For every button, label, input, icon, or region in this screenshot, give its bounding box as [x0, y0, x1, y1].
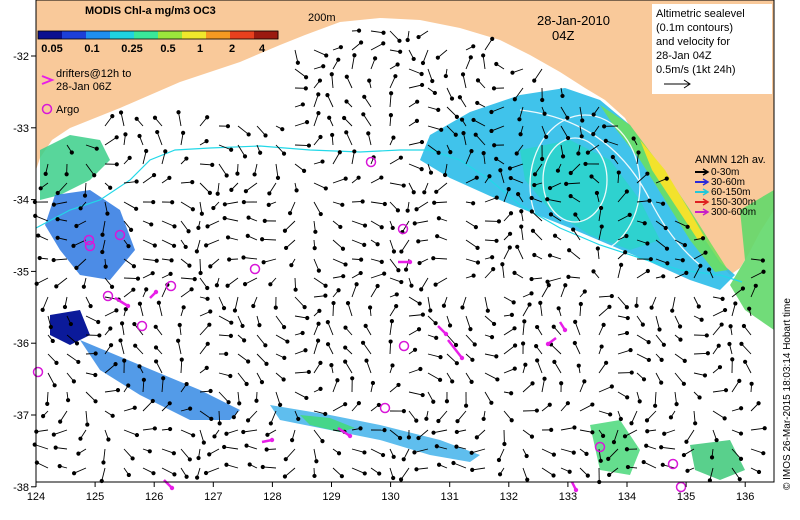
altimetry-line-3: and velocity for: [656, 36, 730, 48]
argo-float-marker: [165, 280, 177, 292]
colorbar-title: MODIS Chl-a mg/m3 OC3: [85, 5, 216, 17]
argo-float-marker: [365, 156, 377, 168]
y-tick-label: -38: [13, 482, 29, 494]
colorbar-tick-label: 0.25: [121, 43, 142, 55]
altimetry-line-5: 0.5m/s (1kt 24h): [656, 64, 735, 76]
y-tick-label: -32: [13, 51, 29, 63]
scale-arrow: [664, 79, 691, 89]
x-tick-label: 132: [500, 491, 518, 503]
anmn-item-label: 150-300m: [711, 197, 756, 208]
drifter-legend: drifters@12h to 28-Jan 06Z: [41, 68, 131, 93]
x-tick-label: 133: [559, 491, 577, 503]
x-tick-label: 124: [27, 491, 45, 503]
argo-legend: Argo: [41, 103, 79, 116]
colorbar-tick-label: 0.1: [84, 43, 99, 55]
altimetry-line-2: (0.1m contours): [656, 22, 733, 34]
x-tick-label: 128: [263, 491, 281, 503]
x-axis: 124 125 126 127 128 129 130 131 132 133 134 135 136: [27, 482, 754, 503]
anmn-item-label: 0-30m: [711, 167, 739, 178]
argo-float-marker: [114, 229, 126, 241]
drifter-legend-label-2: 28-Jan 06Z: [56, 81, 112, 93]
altimetry-line-4: 28-Jan 04Z: [656, 50, 712, 62]
anmn-item-label: 300-600m: [711, 207, 756, 218]
x-tick-label: 125: [86, 491, 104, 503]
map-date: 28-Jan-2010: [537, 13, 610, 28]
anmn-item-label: 30-60m: [711, 177, 745, 188]
y-tick-label: -35: [13, 266, 29, 278]
y-tick-label: -36: [13, 338, 29, 350]
x-tick-label: 135: [677, 491, 695, 503]
argo-float-marker: [102, 290, 114, 302]
y-tick-label: -33: [13, 123, 29, 135]
colorbar-ticks: 0.05 0.1 0.25 0.5 1 2 4: [41, 43, 266, 55]
argo-float-marker: [397, 223, 409, 235]
altimetry-note: Altimetric sealevel (0.1m contours) and …: [652, 4, 772, 94]
colorbar-swatch: [134, 31, 159, 39]
colorbar-tick-label: 2: [229, 43, 235, 55]
argo-float-marker: [136, 320, 148, 332]
anmn-legend: ANMN 12h av. 0-30m30-60m60-150m150-300m3…: [695, 154, 766, 218]
argo-float-marker: [667, 458, 679, 470]
colorbar-swatch: [182, 31, 207, 39]
argo-float-marker: [32, 366, 44, 378]
land-area: [36, 0, 774, 275]
colorbar-tick-label: 0.5: [160, 43, 175, 55]
sealevel-contours: [519, 109, 701, 266]
altimetry-line-1: Altimetric sealevel: [656, 8, 745, 20]
argo-float-marker: [83, 234, 95, 246]
anmn-title: ANMN 12h av.: [695, 154, 766, 166]
colorbar-tick-label: 1: [197, 43, 203, 55]
argo-float-marker: [379, 402, 391, 414]
y-axis: -32 -33 -34 -35 -36 -37 -38: [13, 51, 36, 494]
argo-float-marker: [249, 263, 261, 275]
argo-float-marker: [84, 240, 96, 252]
x-tick-label: 134: [618, 491, 636, 503]
drifter-track: [114, 296, 129, 308]
drifters: [114, 259, 579, 493]
drifter-track: [337, 426, 351, 438]
colorbar-swatch: [230, 31, 255, 39]
x-tick-label: 129: [322, 491, 340, 503]
x-tick-label: 130: [381, 491, 399, 503]
map-frame: [35, 0, 775, 483]
argo-floats: [32, 156, 687, 493]
y-tick-label: -34: [13, 195, 29, 207]
drifter-track: [447, 339, 463, 359]
credit-text: © IMOS 26-Mar-2015 18:03:14 Hobart time: [782, 298, 793, 490]
argo-float-marker: [594, 441, 606, 453]
velocity-arrows: [32, 28, 767, 485]
x-tick-label: 136: [736, 491, 754, 503]
x-tick-label: 127: [204, 491, 222, 503]
isobath-label: 200m: [308, 12, 336, 24]
colorbar-tick-label: 4: [259, 43, 266, 55]
x-tick-label: 131: [441, 491, 459, 503]
colorbar-legend: MODIS Chl-a mg/m3 OC3 0.05 0.1 0.25 0.5 1 2 4: [37, 5, 279, 55]
colorbar-swatch: [62, 31, 87, 39]
x-tick-label: 126: [145, 491, 163, 503]
colorbar-swatch: [206, 31, 231, 39]
colorbar-tick-label: 0.05: [41, 43, 62, 55]
y-tick-label: -37: [13, 410, 29, 422]
colorbar-swatch: [254, 31, 279, 39]
colorbar-swatch: [158, 31, 183, 39]
argo-legend-label: Argo: [56, 104, 79, 116]
map-time: 04Z: [552, 28, 574, 43]
colorbar: [37, 30, 279, 40]
argo-float-marker: [398, 340, 410, 352]
colorbar-swatch: [110, 31, 135, 39]
colorbar-swatch: [86, 31, 111, 39]
drifter-legend-label-1: drifters@12h to: [56, 68, 131, 80]
anmn-item-label: 60-150m: [711, 187, 750, 198]
colorbar-swatch: [38, 31, 63, 39]
